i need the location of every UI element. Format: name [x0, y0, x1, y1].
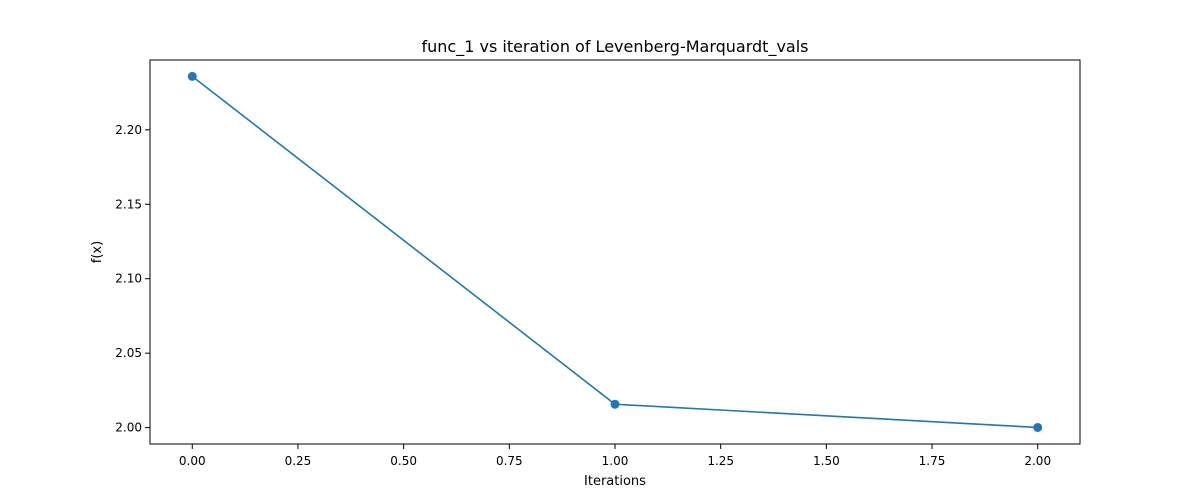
data-point: [187, 71, 197, 81]
x-tick-label: 0.00: [179, 454, 206, 468]
x-tick-label: 0.25: [285, 454, 312, 468]
data-point: [1033, 422, 1043, 432]
y-axis-ticks: 2.00 2.05 2.10 2.15 2.20: [115, 123, 150, 435]
plot-frame: [149, 59, 1081, 445]
x-tick-label: 2.00: [1024, 454, 1051, 468]
x-tick-label: 0.75: [496, 454, 523, 468]
y-tick-label: 2.10: [115, 272, 142, 286]
chart-title: func_1 vs iteration of Levenberg-Marquar…: [422, 37, 809, 57]
y-tick-label: 2.05: [115, 346, 142, 360]
plot-area: [150, 60, 1080, 444]
x-tick-label: 0.50: [390, 454, 417, 468]
x-axis-label: Iterations: [584, 474, 646, 489]
series-layer: [187, 71, 1043, 432]
data-point: [610, 399, 620, 409]
y-tick-label: 2.15: [115, 197, 142, 211]
y-tick-label: 2.00: [115, 421, 142, 435]
x-tick-label: 1.00: [602, 454, 629, 468]
x-tick-label: 1.25: [707, 454, 734, 468]
x-axis-ticks: 0.00 0.25 0.50 0.75 1.00 1.25 1.50 1.75 2.00: [179, 444, 1051, 468]
y-axis-label: f(x): [90, 241, 105, 263]
y-tick-label: 2.20: [115, 123, 142, 137]
x-tick-label: 1.75: [919, 454, 946, 468]
x-tick-label: 1.50: [813, 454, 840, 468]
